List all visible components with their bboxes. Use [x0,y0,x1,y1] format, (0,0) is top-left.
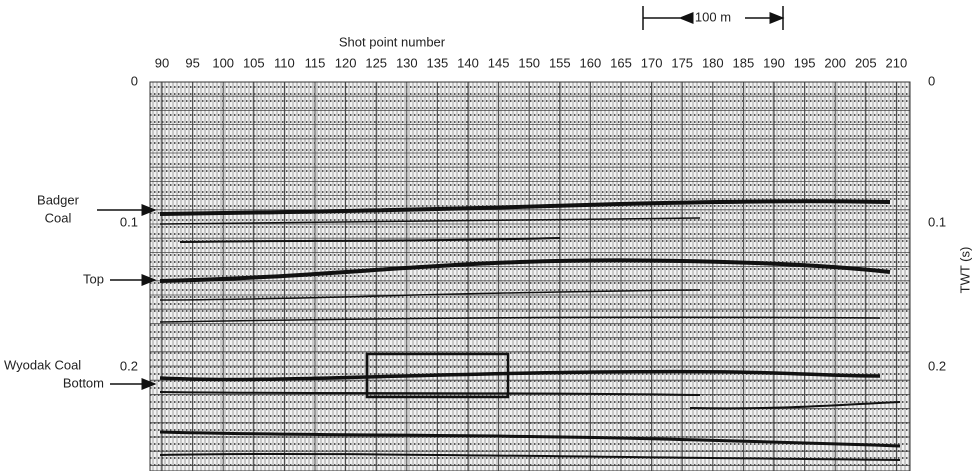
y-tick-label: 0.1 [120,214,138,229]
annotation: Coal [45,210,72,225]
scale-label: 100 m [695,9,731,24]
x-tick-label: 165 [610,55,632,70]
x-tick-label: 200 [824,55,846,70]
y-tick-label: 0 [131,73,138,88]
annotation: Wyodak Coal [4,357,81,372]
x-tick-label: 140 [457,55,479,70]
x-tick-label: 100 [212,55,234,70]
y-tick-label: 0.2 [120,358,138,373]
x-tick-label: 180 [702,55,724,70]
x-tick-label: 160 [580,55,602,70]
reflectors [159,199,901,461]
annotation: Bottom [63,375,104,390]
x-tick-label: 210 [886,55,908,70]
x-tick-label: 130 [396,55,418,70]
x-tick-label: 205 [855,55,877,70]
x-axis-title: Shot point number [339,34,446,49]
x-tick-label: 105 [243,55,265,70]
x-tick-label: 185 [733,55,755,70]
x-tick-label: 195 [794,55,816,70]
x-tick-label: 155 [549,55,571,70]
x-tick-label: 125 [365,55,387,70]
annotation: Badger [37,192,80,207]
x-tick-label: 190 [763,55,785,70]
x-tick-label: 90 [155,55,169,70]
annotation: Top [83,271,104,286]
highlight-box [365,352,510,399]
x-tick-label: 115 [305,55,326,70]
y-axis-title: TWT (s) [957,247,972,294]
y-tick-label: 0 [928,73,935,88]
x-tick-label: 135 [427,55,449,70]
x-tick-label: 175 [671,55,693,70]
x-tick-label: 170 [641,55,663,70]
x-tick-label: 145 [488,55,510,70]
y-tick-label: 0.2 [928,358,946,373]
x-tick-label: 150 [518,55,540,70]
y-tick-label: 0.1 [928,214,946,229]
x-tick-label: 110 [274,55,295,70]
x-tick-label: 120 [335,55,357,70]
x-tick-label: 95 [185,55,199,70]
